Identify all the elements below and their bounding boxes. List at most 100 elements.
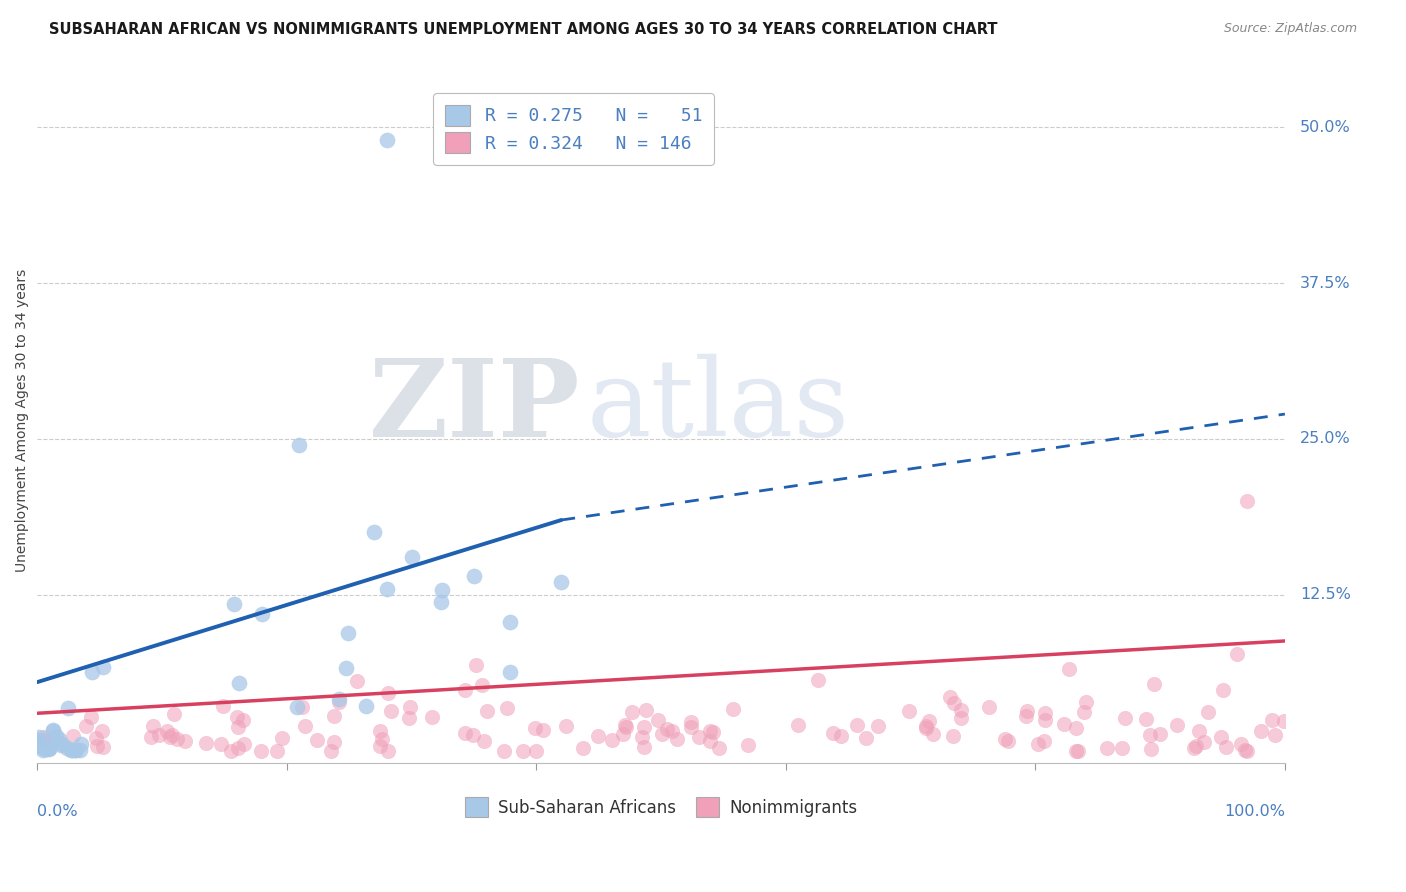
Point <box>34 742 56 756</box>
Point <box>918 714 941 729</box>
Point <box>377 686 399 700</box>
Point <box>321 744 343 758</box>
Point <box>337 626 360 640</box>
Point <box>34 730 56 744</box>
Point <box>688 730 710 744</box>
Point <box>633 740 655 755</box>
Point <box>1215 739 1237 754</box>
Point <box>48 732 70 747</box>
Point <box>613 718 636 732</box>
Point <box>524 744 547 758</box>
Point <box>398 711 420 725</box>
Point <box>363 525 385 540</box>
Point <box>499 615 522 629</box>
Point <box>34 740 56 755</box>
Point <box>162 728 184 742</box>
Point <box>148 728 170 742</box>
Point <box>1114 711 1136 725</box>
Point <box>1015 709 1038 723</box>
Point <box>1139 728 1161 742</box>
Point <box>328 691 350 706</box>
Point <box>56 741 79 756</box>
Point <box>1236 744 1258 758</box>
Point <box>702 725 724 739</box>
Point <box>939 690 962 704</box>
Legend: Sub-Saharan Africans, Nonimmigrants: Sub-Saharan Africans, Nonimmigrants <box>458 791 865 823</box>
Point <box>1067 744 1090 758</box>
Point <box>1185 739 1208 754</box>
Point <box>512 744 534 758</box>
Point <box>233 737 256 751</box>
Point <box>1135 712 1157 726</box>
Point <box>453 682 475 697</box>
Point <box>1066 721 1088 735</box>
Point <box>571 740 593 755</box>
Point <box>477 705 499 719</box>
Text: 25.0%: 25.0% <box>1299 432 1351 447</box>
Point <box>430 595 453 609</box>
Point <box>59 743 82 757</box>
Point <box>228 675 250 690</box>
Point <box>31 741 53 756</box>
Point <box>463 728 485 742</box>
Point <box>997 734 1019 748</box>
Point <box>38 740 60 755</box>
Point <box>471 678 494 692</box>
Point <box>228 741 250 756</box>
Point <box>588 729 610 743</box>
Point <box>1097 741 1119 756</box>
Point <box>69 743 91 757</box>
Point <box>600 732 623 747</box>
Point <box>807 673 830 687</box>
Point <box>51 737 73 751</box>
Point <box>38 742 60 756</box>
Point <box>681 720 703 734</box>
Point <box>42 723 65 738</box>
Point <box>1073 705 1095 719</box>
Point <box>38 739 60 753</box>
Point <box>657 722 679 736</box>
Point <box>323 708 346 723</box>
Point <box>614 720 637 734</box>
Point <box>420 710 443 724</box>
Point <box>27 736 49 750</box>
Point <box>80 665 103 680</box>
Point <box>232 713 254 727</box>
Point <box>30 735 52 749</box>
Point <box>354 698 377 713</box>
Point <box>942 729 965 743</box>
Point <box>60 743 83 757</box>
Text: 12.5%: 12.5% <box>1299 587 1351 602</box>
Point <box>855 731 877 745</box>
Point <box>75 719 97 733</box>
Point <box>86 739 108 754</box>
Point <box>1015 704 1038 718</box>
Point <box>56 701 79 715</box>
Point <box>31 732 53 747</box>
Point <box>1033 734 1056 748</box>
Point <box>1272 714 1295 729</box>
Point <box>1261 713 1284 727</box>
Point <box>472 733 495 747</box>
Text: 0.0%: 0.0% <box>38 805 77 819</box>
Point <box>821 725 844 739</box>
Point <box>401 550 423 565</box>
Point <box>523 722 546 736</box>
Point <box>398 700 420 714</box>
Point <box>155 723 177 738</box>
Point <box>1057 662 1080 676</box>
Point <box>707 741 730 756</box>
Point <box>80 710 103 724</box>
Point <box>37 740 59 755</box>
Text: 100.0%: 100.0% <box>1223 805 1285 819</box>
Point <box>91 739 114 754</box>
Point <box>1250 724 1272 739</box>
Point <box>721 702 744 716</box>
Point <box>846 718 869 732</box>
Point <box>287 699 309 714</box>
Point <box>1226 648 1249 662</box>
Point <box>291 700 314 714</box>
Point <box>294 719 316 733</box>
Point <box>1264 728 1286 742</box>
Point <box>915 719 938 733</box>
